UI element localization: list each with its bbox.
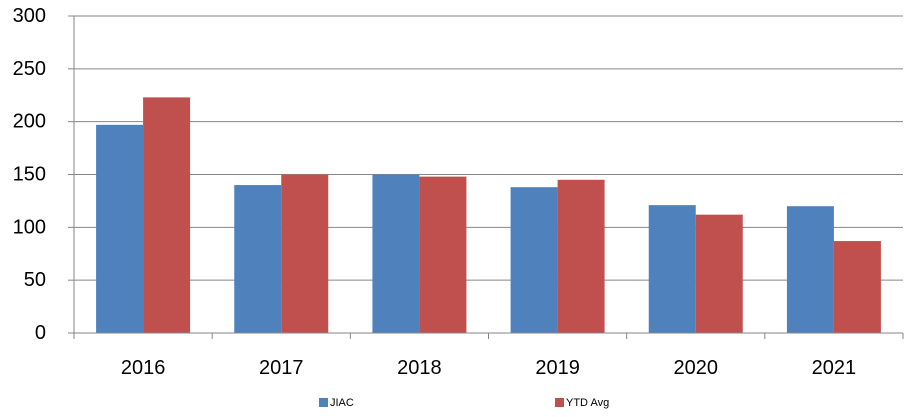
y-tick-label: 250 <box>13 58 46 80</box>
bars <box>96 97 881 333</box>
bar-jiac-2021 <box>786 206 834 333</box>
x-axis-tick-labels: 2016 2017 2018 2019 2020 2021 <box>121 357 856 379</box>
x-tick-label: 2020 <box>674 357 719 379</box>
y-tick-label: 100 <box>13 216 46 238</box>
gridlines <box>74 15 903 281</box>
bar-jiac-2016 <box>96 124 144 333</box>
y-tick-label: 0 <box>35 322 46 344</box>
y-tick-label: 200 <box>13 111 46 133</box>
x-tick-label: 2016 <box>121 357 166 379</box>
x-tick-label: 2019 <box>535 357 580 379</box>
x-tick-label: 2017 <box>259 357 304 379</box>
x-tick-label: 2021 <box>812 357 857 379</box>
y-tick-label: 150 <box>13 164 46 186</box>
legend-label: YTD Avg <box>566 397 609 409</box>
bar-jiac-2018 <box>372 174 420 333</box>
bar-ytd-avg-2019 <box>557 179 605 333</box>
bar-ytd-avg-2021 <box>833 241 881 333</box>
legend-swatch <box>319 398 328 407</box>
legend-label: JIAC <box>330 397 354 409</box>
y-tick-label: 50 <box>24 269 46 291</box>
legend: JIAC YTD Avg <box>319 397 609 409</box>
bar-jiac-2020 <box>648 205 696 333</box>
bar-ytd-avg-2018 <box>419 176 467 333</box>
bar-ytd-avg-2017 <box>281 174 329 333</box>
bar-jiac-2019 <box>510 187 558 333</box>
y-tick-label: 300 <box>13 5 46 27</box>
bar-ytd-avg-2020 <box>695 214 743 333</box>
x-tick-label: 2018 <box>397 357 442 379</box>
axes <box>73 16 904 339</box>
bar-jiac-2017 <box>234 185 282 333</box>
legend-swatch <box>555 398 564 407</box>
bar-ytd-avg-2016 <box>143 97 191 333</box>
y-axis-tick-labels: 0 50 100 150 200 250 300 <box>13 5 74 344</box>
